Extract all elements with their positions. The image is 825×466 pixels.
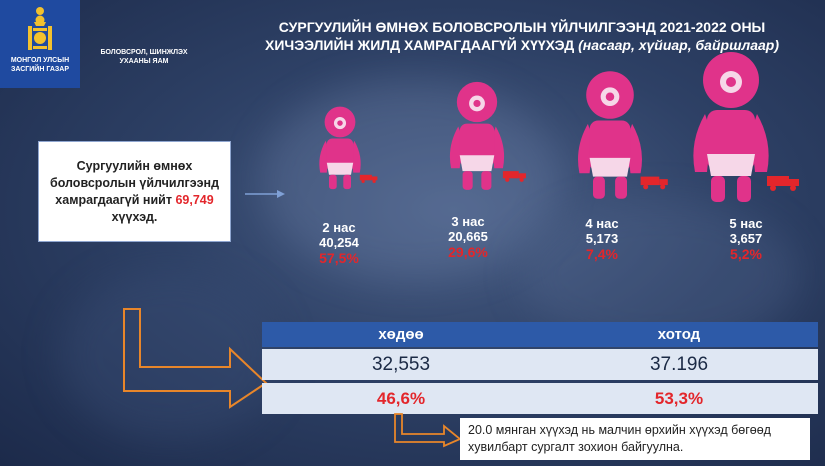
location-arrow-icon (123, 308, 268, 409)
age-label: 4 нас (585, 216, 619, 231)
summary-box: Сургуулийн өмнөх боловсролын үйлчилгээнд… (38, 141, 231, 242)
title-main: СУРГУУЛИЙН ӨМНӨХ БОЛОВСРОЛЫН ҮЙЛЧИЛГЭЭНД… (264, 19, 766, 53)
summary-label: Сургуулийн өмнөх боловсролын үйлчилгээнд… (49, 158, 220, 207)
count-rural: 32,553 (371, 354, 431, 375)
page-title: СУРГУУЛИЙН ӨМНӨХ БОЛОВСРОЛЫН ҮЙЛЧИЛГЭЭНД… (252, 18, 792, 54)
age-group-2: 2 нас 40,254 57,5% (294, 220, 384, 267)
note-arrow-icon (394, 413, 462, 448)
summary-text: Сургуулийн өмнөх боловсролын үйлчилгээнд… (39, 158, 230, 226)
toy-truck-icon (640, 176, 668, 190)
toy-truck-icon (359, 174, 378, 184)
percent-rural: 46,6% (376, 389, 426, 408)
header-rural: хөдөө (378, 326, 424, 343)
background-shade (260, 80, 560, 280)
location-table: хөдөө хотод 32,553 37.196 46,6% 53,3% (262, 322, 818, 414)
location-count-row: 32,553 37.196 (262, 349, 818, 380)
government-logo: МОНГОЛ УЛСЫН ЗАСГИЙН ГАЗАР (0, 0, 80, 88)
age-count: 20,665 (448, 229, 488, 244)
percent-urban: 53,3% (654, 389, 704, 408)
age-percent: 57,5% (319, 250, 359, 266)
age-label: 5 нас (729, 216, 763, 231)
age-label: 2 нас (322, 220, 356, 235)
header-urban: хотод (657, 326, 701, 343)
ministry-name: БОЛОВСРОЛ, ШИНЖЛЭХ УХААНЫ ЯАМ (100, 49, 188, 65)
age-label: 3 нас (451, 214, 485, 229)
age-group-4: 4 нас 5,173 7,4% (557, 216, 647, 263)
age-count: 3,657 (729, 231, 763, 246)
location-header-row: хөдөө хотод (262, 322, 818, 347)
age-group-5: 5 нас 3,657 5,2% (701, 216, 791, 263)
child-icon (578, 71, 668, 199)
logo-text: МОНГОЛ УЛСЫН ЗАСГИЙН ГАЗАР (10, 57, 70, 73)
summary-total: 69,749 (175, 192, 214, 207)
summary-unit: хүүхэд. (111, 209, 158, 224)
age-percent: 29,6% (448, 244, 488, 260)
age-count: 40,254 (319, 235, 359, 250)
age-percent: 5,2% (730, 246, 762, 262)
toy-truck-icon (767, 176, 799, 191)
age-percent: 7,4% (586, 246, 618, 262)
age-count: 5,173 (585, 231, 619, 246)
soyombo-emblem-icon (28, 7, 52, 50)
count-urban: 37.196 (649, 354, 709, 375)
child-icon (449, 81, 526, 190)
child-icon (319, 106, 378, 190)
toy-truck-icon (502, 171, 526, 182)
background-shade (60, 270, 280, 440)
herder-note: 20.0 мянган хүүхэд нь малчин өрхийн хүүх… (460, 418, 810, 460)
child-icon (693, 52, 799, 202)
age-group-3: 3 нас 20,665 29,6% (423, 214, 513, 261)
summary-arrow-icon (245, 190, 285, 198)
title-sub: (насаар, хүйиар, байршлаар) (578, 37, 780, 53)
location-percent-row: 46,6% 53,3% (262, 383, 818, 414)
